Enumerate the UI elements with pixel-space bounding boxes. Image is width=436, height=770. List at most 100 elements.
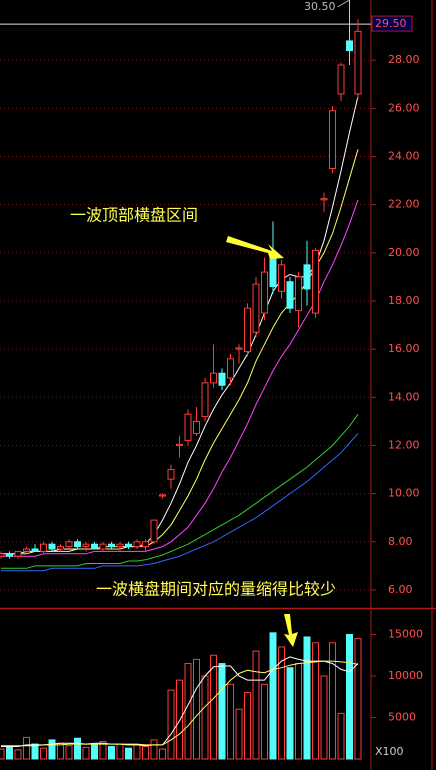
candle-body — [176, 443, 183, 446]
candle-body — [142, 541, 149, 548]
volume-bar — [48, 739, 56, 760]
candle-body — [346, 40, 353, 52]
candle-body — [320, 198, 328, 201]
annotation: 一波顶部横盘区间 — [70, 206, 198, 225]
candle-body — [116, 543, 124, 548]
candle-body — [337, 64, 345, 95]
volume-bar — [244, 692, 251, 760]
volume-bar — [320, 675, 328, 760]
y-tick-label: 28.00 — [388, 53, 420, 66]
volume-bar — [346, 633, 353, 760]
high-label: 30.50 — [304, 0, 336, 13]
last-price-box — [371, 15, 413, 32]
volume-bar — [91, 744, 98, 760]
candle-body — [0, 553, 5, 557]
candle-body — [295, 276, 302, 312]
annotation: 一波横盘期间对应的量缩得比较少 — [96, 580, 336, 599]
candle-body — [244, 307, 251, 353]
volume-bar — [150, 739, 158, 760]
candle-body — [193, 420, 200, 434]
volume-bar — [57, 742, 64, 760]
unit-label: X100 — [375, 745, 404, 758]
candle-body — [227, 358, 234, 379]
candle-body — [167, 469, 175, 480]
high-pointer — [337, 0, 350, 8]
ma-line — [1, 199, 359, 557]
y-tick-label: 24.00 — [388, 150, 420, 163]
y-tick-label: 26.00 — [388, 101, 420, 114]
volume-bar — [99, 741, 107, 760]
arrow — [284, 614, 298, 647]
candle-body — [133, 541, 141, 548]
unit-box — [372, 745, 406, 759]
candle-body — [150, 519, 158, 543]
y-tick-label: 8.00 — [388, 535, 413, 548]
arrow — [226, 236, 284, 259]
y-tick-label: 20.00 — [388, 246, 420, 259]
volume-bar — [227, 683, 234, 760]
candle-body — [91, 543, 98, 550]
volume-bar — [167, 689, 175, 760]
candle-body — [40, 543, 47, 552]
y-tick-label: 14.00 — [388, 390, 420, 403]
candle-body — [329, 110, 336, 170]
candle-body — [74, 541, 81, 548]
volume-bar — [278, 646, 285, 760]
volume-bar — [31, 743, 39, 760]
y-tick-label: 22.00 — [388, 198, 420, 211]
volume-bar — [354, 638, 362, 760]
volume-bar — [193, 658, 200, 760]
volume-bar — [295, 663, 302, 760]
volume-bar — [82, 746, 90, 760]
candle-body — [57, 546, 64, 550]
candle-body — [286, 281, 294, 309]
y-tick-label: 10.00 — [388, 487, 420, 500]
candle-body — [65, 541, 73, 548]
volume-bar — [252, 650, 260, 760]
y-tick-label: 10000 — [388, 669, 423, 682]
volume-bar — [201, 675, 209, 760]
volume-bar — [159, 748, 166, 760]
candle-body — [159, 494, 166, 497]
last-price-label: 29.50 — [375, 17, 407, 30]
candle-body — [125, 543, 132, 548]
ma-line — [1, 660, 359, 747]
candle-body — [14, 550, 22, 557]
volume-bar — [65, 745, 73, 760]
volume-bar — [0, 748, 5, 760]
volume-bar — [142, 746, 149, 760]
volume-bar — [218, 663, 226, 760]
ma-line — [1, 433, 359, 572]
candle-body — [48, 543, 56, 550]
volume-bar — [6, 746, 13, 760]
candle-body — [201, 382, 209, 418]
candle-body — [252, 283, 260, 333]
volume-bar — [235, 708, 243, 760]
ma-line — [1, 413, 359, 569]
volume-bar — [14, 749, 22, 760]
candle-body — [210, 372, 217, 384]
volume-bar — [40, 747, 47, 760]
y-tick-label: 16.00 — [388, 342, 420, 355]
volume-bar — [133, 744, 141, 760]
volume-bar — [116, 743, 124, 760]
candle-body — [218, 372, 226, 386]
candle-body — [184, 413, 192, 442]
candle-body — [108, 543, 115, 548]
volume-bar — [261, 683, 268, 760]
candle-body — [6, 553, 13, 557]
y-tick-label: 15000 — [388, 627, 423, 640]
y-tick-label: 18.00 — [388, 294, 420, 307]
candle-body — [354, 30, 362, 95]
volume-bar — [184, 663, 192, 760]
candle-body — [278, 264, 285, 292]
y-tick-label: 12.00 — [388, 438, 420, 451]
volume-bar — [74, 737, 81, 760]
candle-body — [261, 271, 268, 314]
y-tick-label: 6.00 — [388, 583, 413, 596]
candle-body — [269, 257, 277, 288]
plot-layer: 6.00 8.00 10.00 12.00 14.00 16.00 18.00 20.00 22… — [0, 0, 423, 760]
volume-bar — [337, 712, 345, 760]
